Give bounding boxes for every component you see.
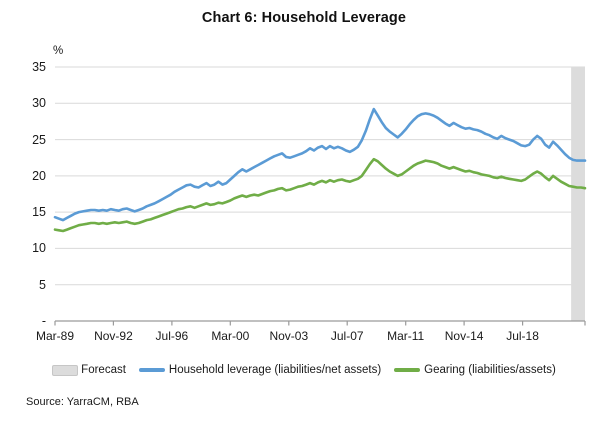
legend-label: Household leverage (liabilities/net asse…: [168, 364, 382, 376]
x-axis-tick-label: Mar-00: [211, 329, 250, 343]
forecast-band: [571, 67, 585, 321]
y-axis-unit-label: %: [53, 45, 64, 57]
x-axis-tick-label: Nov-03: [269, 329, 309, 343]
x-axis-tick-label: Nov-14: [444, 329, 484, 343]
y-axis-tick-label: 5: [39, 277, 46, 292]
y-axis-tick-label: -: [41, 314, 46, 328]
legend-label: Gearing (liabilities/assets): [424, 364, 556, 376]
y-axis-tick-label: 10: [32, 241, 46, 256]
x-axis-tick-label: Nov-92: [94, 329, 133, 343]
household-leverage-line: [53, 107, 587, 222]
gearing-line: [53, 157, 587, 233]
x-axis-tick-label: Mar-89: [35, 329, 74, 343]
chart-title: Chart 6: Household Leverage: [201, 10, 407, 26]
x-axis-tick-label: Mar-11: [387, 329, 425, 343]
y-axis-tick-label: 25: [32, 132, 46, 147]
forecast-swatch-icon: [52, 364, 79, 376]
line-swatch-icon: [394, 368, 421, 372]
line-swatch-icon: [138, 368, 165, 372]
legend-item-household: Household leverage (liabilities/net asse…: [138, 364, 382, 376]
legend-item-gearing: Gearing (liabilities/assets): [394, 364, 556, 376]
x-axis-tick-label: Jul-18: [506, 329, 539, 343]
source-note: Source: YarraCM, RBA: [26, 396, 139, 408]
legend-label: Forecast: [81, 364, 126, 376]
y-axis-tick-label: 15: [32, 205, 46, 220]
y-axis-tick-label: 35: [32, 60, 46, 74]
x-axis-tick-label: Jul-07: [330, 329, 364, 343]
legend: Forecast Household leverage (liabilities/…: [0, 364, 608, 376]
legend-item-forecast: Forecast: [52, 364, 126, 376]
x-axis-tick-label: Jul-96: [155, 329, 189, 343]
y-axis-tick-label: 30: [32, 96, 46, 111]
y-axis-tick-label: 20: [32, 168, 46, 183]
